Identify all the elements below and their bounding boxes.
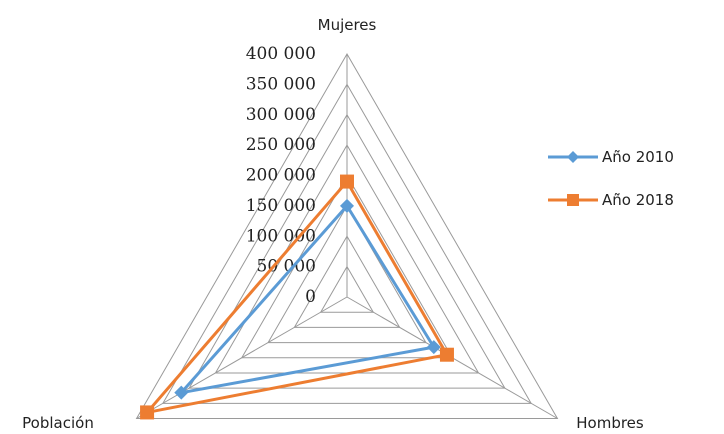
data-point bbox=[426, 340, 441, 355]
data-point bbox=[174, 385, 189, 400]
series-line bbox=[179, 204, 436, 395]
data-point bbox=[340, 198, 354, 213]
legend-label: Año 2018 bbox=[602, 191, 674, 209]
tick-label: 400 000 bbox=[246, 44, 316, 64]
grid-ring-3 bbox=[267, 204, 427, 344]
category-label: Población bbox=[22, 414, 94, 432]
tick-label: 150 000 bbox=[246, 196, 316, 216]
category-label: Mujeres bbox=[318, 16, 377, 34]
category-label: Hombres bbox=[576, 414, 644, 432]
spoke-2 bbox=[136, 296, 348, 419]
legend-label: Año 2010 bbox=[602, 148, 674, 166]
legend-item: Año 2018 bbox=[548, 191, 674, 209]
tick-label: 100 000 bbox=[246, 226, 316, 246]
series-0 bbox=[174, 198, 441, 400]
data-point bbox=[439, 347, 454, 362]
grid-ring-1 bbox=[319, 265, 375, 313]
legend-marker bbox=[567, 151, 579, 163]
grid-ring-6 bbox=[188, 113, 506, 389]
legend-item: Año 2010 bbox=[548, 148, 674, 166]
series-line bbox=[145, 180, 449, 414]
legend-marker bbox=[567, 194, 579, 206]
legend: Año 2010 Año 2018 bbox=[548, 148, 674, 209]
tick-label: 300 000 bbox=[246, 105, 316, 125]
tick-label: 50 000 bbox=[257, 257, 316, 277]
series-layer bbox=[140, 174, 454, 420]
radial-tick-labels: 0 50 000 100 000 150 000 200 000 250 000 300 0… bbox=[246, 44, 316, 307]
tick-label: 0 bbox=[305, 287, 316, 307]
data-point bbox=[340, 174, 354, 189]
data-point bbox=[140, 405, 155, 420]
grid-ring-8 bbox=[135, 52, 559, 419]
grid-ring-7 bbox=[161, 83, 533, 404]
tick-label: 200 000 bbox=[246, 166, 316, 186]
category-labels: Mujeres Hombres Población bbox=[22, 16, 644, 432]
tick-label: 250 000 bbox=[246, 135, 316, 155]
series-1 bbox=[140, 174, 454, 420]
tick-label: 350 000 bbox=[246, 74, 316, 94]
grid-ring-2 bbox=[293, 235, 401, 328]
